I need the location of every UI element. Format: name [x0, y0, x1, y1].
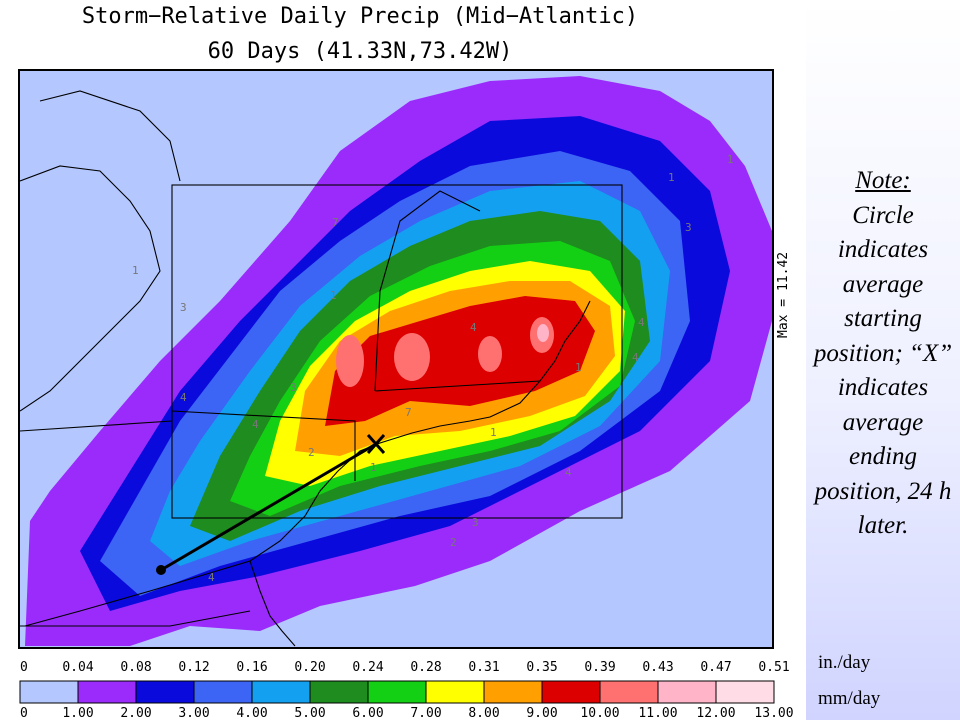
legend-in-ticks: 0 0.04 0.08 0.12 0.16 0.20 0.24 0.28 0.31 0.35 0.3… [20, 660, 790, 675]
legend-swatch [425, 680, 485, 704]
contour-labels: 1 1 3 4 1 3 4 4 7 4 4 1 3 2 3 2 4 1 7 1 4 1 [132, 153, 734, 584]
legend-tick-label: 0.47 [700, 660, 731, 675]
start-position-marker [156, 565, 166, 575]
contour-label: 4 [638, 316, 645, 329]
contour-label: 4 [208, 571, 215, 584]
contour-band-10b [394, 333, 430, 381]
state-line-ny-pa [171, 410, 356, 481]
legend-tick-label: 0.04 [62, 660, 93, 675]
map-title: Storm−Relative Daily Precip (Mid−Atlanti… [81, 4, 639, 29]
precip-contours [25, 76, 772, 646]
contour-band-11 [537, 324, 549, 342]
legend-tick-label: 2.00 [120, 706, 151, 720]
note-text: Note: Circle indicates average starting … [810, 164, 956, 544]
legend-tick-label: 12.00 [696, 706, 735, 720]
contour-label: 1 [330, 289, 337, 302]
contour-label: 2 [450, 536, 457, 549]
atlantic-coastline [24, 300, 591, 627]
legend-swatch [483, 680, 543, 704]
legend-swatch [77, 680, 137, 704]
contour-band-10c [478, 336, 502, 372]
legend-tick-label: 0 [20, 706, 28, 720]
contour-label: 2 [308, 446, 315, 459]
map-subtitle: 60 Days (41.33N,73.42W) [207, 39, 513, 64]
legend-unit-mm: mm/day [818, 688, 881, 709]
legend-swatch [193, 680, 253, 704]
max-value-label: Max = 11.42 [776, 251, 791, 339]
legend-tick-label: 6.00 [352, 706, 383, 720]
contour-band-10a [336, 335, 364, 387]
state-line-ma [374, 380, 541, 392]
note-body: Circle indicates average starting positi… [813, 201, 953, 540]
legend-tick-label: 11.00 [638, 706, 677, 720]
state-line-nc [20, 610, 251, 627]
legend-tick-label: 0.08 [120, 660, 151, 675]
end-position-marker [366, 434, 386, 454]
legend-tick-label: 0.43 [642, 660, 673, 675]
state-line-va [20, 420, 173, 432]
legend-tick-label: 9.00 [526, 706, 557, 720]
lake-shoreline [39, 90, 181, 182]
legend-tick-label: 0.24 [352, 660, 383, 675]
contour-label: 4 [180, 391, 187, 404]
legend-tick-label: 10.00 [580, 706, 619, 720]
legend-tick-label: 5.00 [294, 706, 325, 720]
color-legend: 0 0.04 0.08 0.12 0.16 0.20 0.24 0.28 0.31 0.35 0.3… [19, 660, 794, 720]
contour-label: 3 [685, 221, 692, 234]
legend-tick-label: 7.00 [410, 706, 441, 720]
legend-mm-ticks: 0 1.00 2.00 3.00 4.00 5.00 6.00 7.00 8.00 9.00 10.… [20, 706, 794, 720]
legend-swatch [19, 680, 79, 704]
legend-swatch [657, 680, 717, 704]
contour-label: 4 [565, 466, 572, 479]
contour-label: 1 [668, 171, 675, 184]
legend-tick-label: 4.00 [236, 706, 267, 720]
contour-label: 1 [490, 426, 497, 439]
legend-swatch [309, 680, 369, 704]
precip-map-canvas: 1 1 3 4 1 3 4 4 7 4 4 1 3 2 3 2 4 1 7 1 4 1 [20, 76, 772, 647]
legend-tick-label: 0 [20, 660, 28, 675]
contour-label: 4 [252, 418, 259, 431]
contour-label: 4 [632, 351, 639, 364]
contour-label: 3 [180, 301, 187, 314]
legend-swatches [19, 680, 775, 704]
contour-label: 7 [405, 406, 412, 419]
contour-label: 3 [290, 381, 297, 394]
legend-swatch [367, 680, 427, 704]
note-heading: Note: [855, 167, 911, 194]
legend-tick-label: 3.00 [178, 706, 209, 720]
legend-unit-in: in./day [818, 652, 871, 673]
contour-label: 1 [727, 153, 734, 166]
legend-tick-label: 0.35 [526, 660, 557, 675]
grid-box [171, 184, 623, 519]
contour-label: 1 [575, 361, 582, 374]
legend-tick-label: 1.00 [62, 706, 93, 720]
note-panel: Note: Circle indicates average starting … [806, 0, 960, 720]
legend-swatch [715, 680, 775, 704]
contour-label: 1 [370, 461, 377, 474]
legend-tick-label: 0.51 [758, 660, 789, 675]
contour-label: 4 [470, 321, 477, 334]
legend-tick-label: 0.31 [468, 660, 499, 675]
legend-swatch [251, 680, 311, 704]
legend-tick-label: 0.39 [584, 660, 615, 675]
legend-swatch [599, 680, 659, 704]
legend-tick-label: 0.12 [178, 660, 209, 675]
legend-swatch [541, 680, 601, 704]
precip-map: 1 1 3 4 1 3 4 4 7 4 4 1 3 2 3 2 4 1 7 1 4 1 [18, 69, 774, 649]
coastlines-and-borders [20, 90, 623, 647]
legend-tick-label: 13.00 [754, 706, 793, 720]
contour-label: 3 [472, 516, 479, 529]
contour-label: 7 [332, 216, 339, 229]
storm-track-line [160, 442, 377, 572]
legend-tick-label: 0.20 [294, 660, 325, 675]
state-line-ny-ne [374, 190, 481, 392]
great-lakes-outline [20, 165, 161, 412]
legend-tick-label: 8.00 [468, 706, 499, 720]
chesapeake-coast [249, 560, 296, 647]
legend-tick-label: 0.16 [236, 660, 267, 675]
contour-band-9 [325, 296, 595, 426]
legend-swatch [135, 680, 195, 704]
contour-label: 1 [132, 264, 139, 277]
legend-tick-label: 0.28 [410, 660, 441, 675]
